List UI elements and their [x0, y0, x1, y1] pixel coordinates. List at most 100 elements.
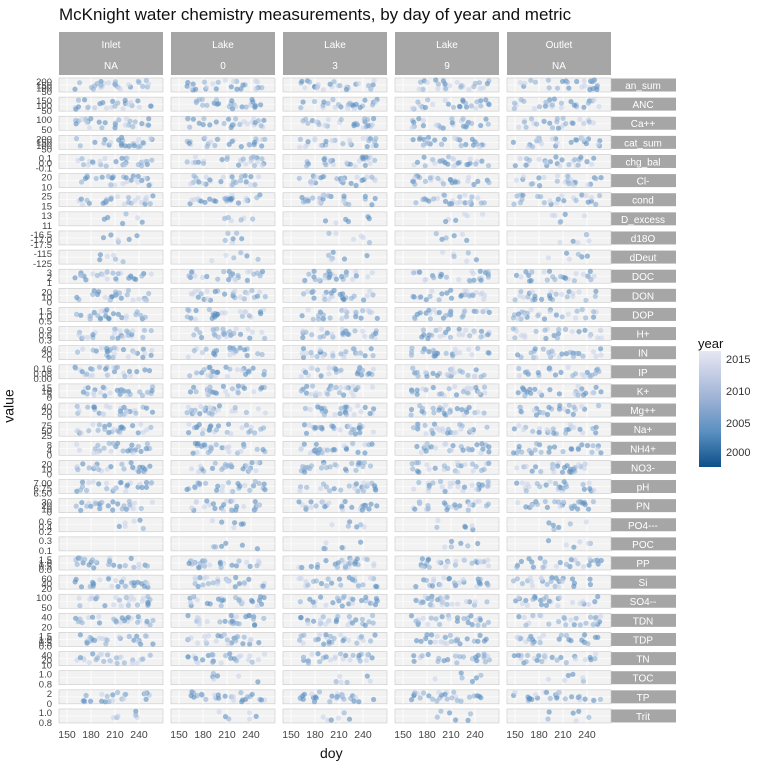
- data-point: [192, 581, 198, 587]
- x-tick-label: 210: [106, 729, 124, 741]
- data-point: [547, 695, 553, 702]
- data-point: [420, 86, 426, 92]
- data-point: [241, 503, 247, 510]
- data-point: [543, 335, 549, 342]
- data-point: [431, 196, 437, 202]
- data-point: [226, 449, 232, 455]
- data-point: [224, 498, 230, 504]
- data-point: [437, 621, 443, 628]
- data-point: [545, 255, 552, 261]
- data-point: [97, 257, 103, 263]
- y-tick-label: 30: [41, 498, 52, 509]
- data-point: [243, 422, 250, 428]
- data-point: [566, 85, 572, 91]
- data-point: [115, 689, 121, 696]
- data-point: [323, 162, 329, 168]
- data-point: [204, 296, 210, 302]
- data-point: [92, 463, 98, 470]
- data-point: [251, 139, 258, 145]
- data-point: [219, 488, 225, 494]
- data-point: [353, 467, 359, 473]
- data-point: [322, 218, 329, 224]
- data-point: [124, 410, 130, 416]
- data-point: [133, 708, 139, 715]
- data-point: [521, 614, 527, 621]
- data-point: [246, 368, 252, 374]
- data-point: [423, 297, 429, 303]
- y-tick-label: 0: [47, 412, 52, 423]
- metric-label: TOC: [633, 674, 654, 685]
- data-point: [362, 353, 368, 359]
- data-point: [357, 658, 363, 664]
- data-point: [303, 116, 309, 122]
- data-point: [310, 599, 316, 605]
- metric-label: H+: [636, 330, 649, 341]
- data-point: [462, 524, 469, 530]
- data-point: [225, 230, 231, 236]
- data-point: [513, 272, 520, 278]
- data-point: [230, 236, 236, 242]
- data-point: [353, 182, 359, 189]
- data-point: [473, 308, 479, 315]
- data-point: [105, 576, 112, 582]
- data-point: [130, 506, 136, 512]
- data-point: [79, 620, 85, 626]
- data-point: [318, 142, 324, 148]
- data-point: [468, 103, 474, 109]
- data-point: [538, 141, 545, 147]
- data-point: [222, 693, 228, 699]
- data-point: [414, 387, 420, 393]
- data-point: [521, 312, 528, 318]
- data-point: [422, 346, 428, 352]
- data-point: [321, 99, 327, 105]
- data-point: [543, 482, 549, 488]
- data-point: [90, 651, 96, 657]
- data-point: [537, 640, 543, 646]
- data-point: [434, 425, 440, 431]
- data-point: [436, 407, 442, 413]
- y-tick-label: 40: [41, 579, 52, 590]
- x-tick-label: 240: [242, 729, 260, 741]
- data-point: [432, 160, 438, 166]
- data-point: [524, 602, 531, 609]
- data-point: [139, 484, 145, 491]
- data-point: [318, 580, 325, 587]
- data-point: [260, 583, 266, 589]
- data-point: [455, 601, 461, 607]
- data-point: [598, 557, 604, 564]
- data-point: [136, 296, 142, 302]
- data-point: [530, 144, 536, 150]
- data-point: [559, 157, 565, 163]
- facet-strip-metric: [610, 78, 676, 92]
- data-point: [454, 79, 460, 85]
- data-point: [204, 574, 210, 580]
- data-point: [308, 499, 314, 505]
- data-point: [90, 332, 96, 338]
- data-point: [122, 563, 128, 569]
- data-point: [229, 562, 235, 568]
- data-point: [104, 307, 110, 313]
- data-point: [538, 469, 544, 475]
- data-point: [112, 82, 119, 88]
- data-point: [586, 480, 592, 486]
- data-point: [532, 296, 538, 302]
- data-point: [217, 561, 223, 567]
- y-tick-label: 10: [41, 292, 52, 303]
- data-point: [515, 352, 521, 358]
- data-point: [192, 575, 198, 581]
- data-point: [121, 466, 127, 472]
- data-point: [573, 615, 579, 621]
- data-point: [322, 504, 328, 510]
- data-point: [308, 563, 314, 570]
- data-point: [229, 174, 235, 180]
- data-point: [537, 635, 543, 641]
- data-point: [214, 487, 220, 493]
- data-point: [341, 256, 348, 262]
- data-point: [342, 307, 348, 313]
- data-point: [128, 99, 134, 105]
- data-point: [452, 502, 458, 508]
- data-point: [113, 619, 119, 625]
- facet-strip-metric: [610, 690, 676, 704]
- metric-label: Ca++: [631, 119, 656, 130]
- data-point: [228, 272, 234, 278]
